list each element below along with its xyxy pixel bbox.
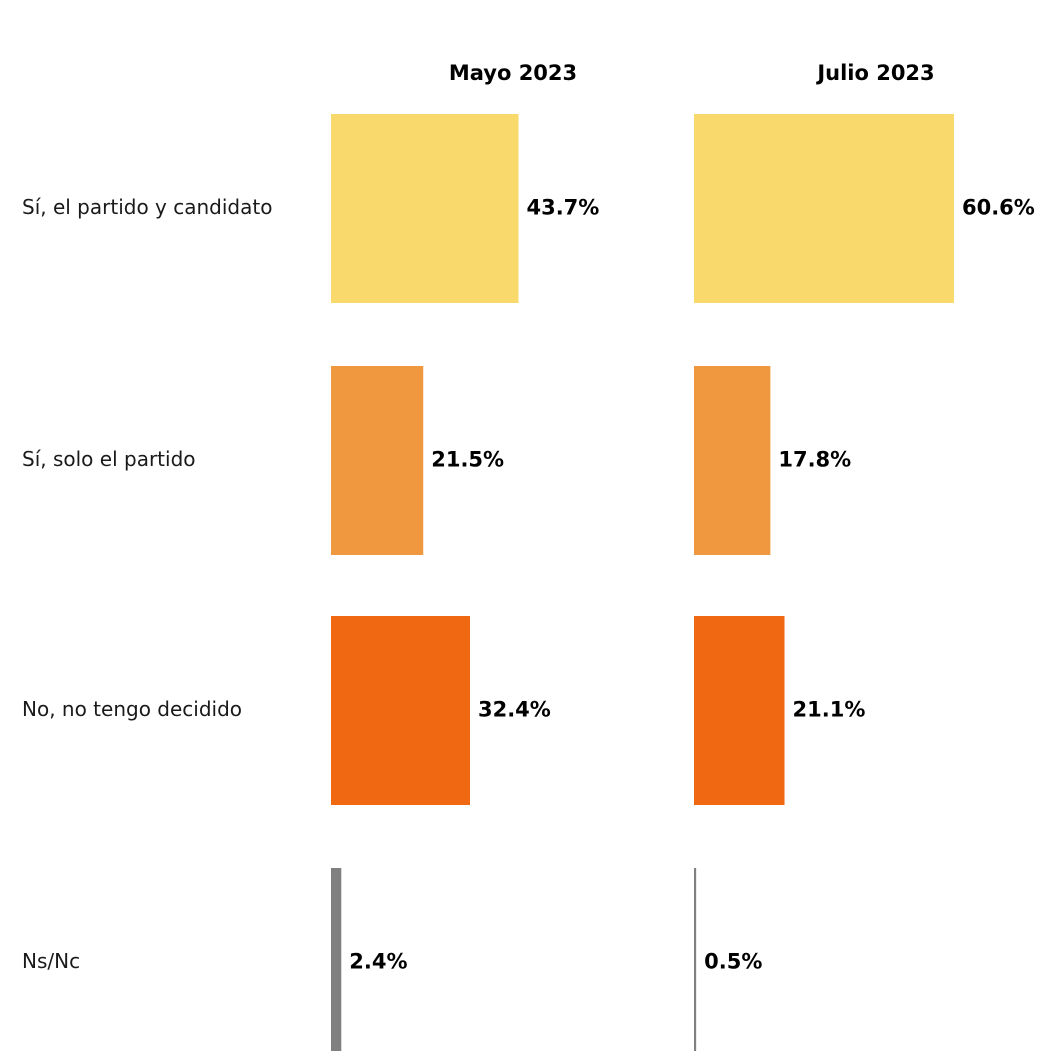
- data-label: 17.8%: [778, 448, 851, 472]
- category-label: Sí, solo el partido: [22, 447, 196, 471]
- category-label: Sí, el partido y candidato: [22, 195, 272, 219]
- bar: [331, 616, 470, 805]
- bar: [694, 114, 954, 303]
- column-title: Mayo 2023: [449, 61, 577, 85]
- data-label: 43.7%: [526, 196, 599, 220]
- data-label: 32.4%: [478, 698, 551, 722]
- bar: [694, 616, 785, 805]
- bar: [331, 366, 424, 555]
- column-title: Julio 2023: [815, 61, 934, 85]
- bar: [331, 114, 519, 303]
- data-label: 21.1%: [793, 698, 866, 722]
- data-label: 60.6%: [962, 196, 1035, 220]
- bar: [694, 366, 771, 555]
- category-label: No, no tengo decidido: [22, 697, 242, 721]
- data-label: 21.5%: [431, 448, 504, 472]
- data-label: 0.5%: [704, 950, 762, 974]
- bar: [331, 868, 342, 1051]
- category-label: Ns/Nc: [22, 949, 80, 973]
- bar: [694, 868, 697, 1051]
- data-label: 2.4%: [349, 950, 407, 974]
